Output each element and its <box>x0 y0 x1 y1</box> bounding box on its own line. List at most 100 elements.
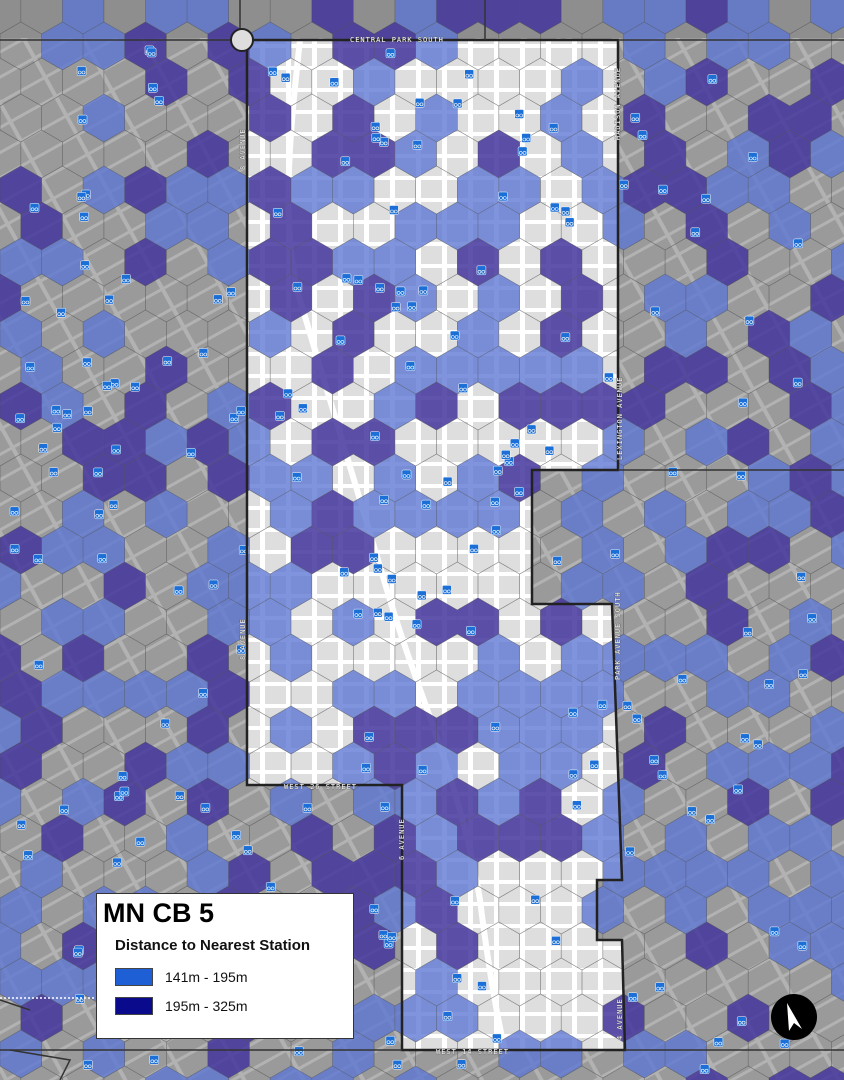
bike-station-icon[interactable] <box>707 74 718 84</box>
bike-station-icon[interactable] <box>418 285 429 296</box>
bike-station-icon[interactable] <box>302 803 313 813</box>
bike-station-icon[interactable] <box>411 619 422 630</box>
bike-station-icon[interactable] <box>610 549 620 559</box>
bike-station-icon[interactable] <box>442 585 452 595</box>
bike-station-icon[interactable] <box>458 383 468 393</box>
bike-station-icon[interactable] <box>38 443 49 453</box>
bike-station-icon[interactable] <box>552 556 563 566</box>
bike-station-icon[interactable] <box>229 413 239 423</box>
bike-station-icon[interactable] <box>16 819 27 830</box>
bike-station-icon[interactable] <box>690 227 701 238</box>
bike-station-icon[interactable] <box>373 563 383 574</box>
bike-station-icon[interactable] <box>149 1055 159 1065</box>
bike-station-icon[interactable] <box>62 409 72 419</box>
bike-station-icon[interactable] <box>9 506 20 517</box>
bike-station-icon[interactable] <box>353 608 364 619</box>
bike-station-icon[interactable] <box>622 701 633 711</box>
bike-station-icon[interactable] <box>744 315 755 326</box>
bike-station-icon[interactable] <box>650 306 660 317</box>
bike-station-icon[interactable] <box>699 1064 710 1074</box>
bike-station-icon[interactable] <box>407 301 417 312</box>
bike-station-icon[interactable] <box>361 763 371 773</box>
bike-station-icon[interactable] <box>544 445 555 456</box>
bike-station-icon[interactable] <box>632 713 642 724</box>
bike-station-icon[interactable] <box>490 496 500 507</box>
bike-station-icon[interactable] <box>148 83 158 93</box>
bike-station-icon[interactable] <box>111 444 121 455</box>
bike-station-icon[interactable] <box>76 192 87 202</box>
bike-station-icon[interactable] <box>412 140 423 150</box>
bike-station-icon[interactable] <box>501 450 511 460</box>
bike-station-icon[interactable] <box>627 992 638 1002</box>
bike-station-icon[interactable] <box>174 791 185 801</box>
bike-station-icon[interactable] <box>379 495 389 505</box>
bike-station-icon[interactable] <box>33 554 43 564</box>
bike-station-icon[interactable] <box>369 552 379 563</box>
bike-station-icon[interactable] <box>560 206 571 217</box>
bike-station-icon[interactable] <box>469 544 479 554</box>
bike-station-icon[interactable] <box>521 133 531 143</box>
bike-station-icon[interactable] <box>657 770 668 780</box>
bike-station-icon[interactable] <box>379 802 390 812</box>
bike-station-icon[interactable] <box>417 590 427 601</box>
bike-station-icon[interactable] <box>560 332 571 343</box>
bike-station-icon[interactable] <box>335 335 346 346</box>
bike-station-icon[interactable] <box>450 896 460 906</box>
bike-station-icon[interactable] <box>79 211 89 222</box>
bike-station-icon[interactable] <box>340 156 351 167</box>
bike-station-icon[interactable] <box>23 850 33 861</box>
bike-station-icon[interactable] <box>226 287 236 297</box>
bike-station-icon[interactable] <box>198 348 209 358</box>
bike-station-icon[interactable] <box>56 307 66 318</box>
bike-station-icon[interactable] <box>736 1016 747 1026</box>
bike-station-icon[interactable] <box>76 66 87 76</box>
bike-station-icon[interactable] <box>160 718 171 729</box>
bike-station-icon[interactable] <box>104 294 114 305</box>
bike-station-icon[interactable] <box>517 146 528 157</box>
bike-station-icon[interactable] <box>390 302 401 312</box>
bike-station-icon[interactable] <box>94 509 104 520</box>
bike-station-icon[interactable] <box>236 406 246 416</box>
bike-station-icon[interactable] <box>769 926 780 937</box>
bike-station-icon[interactable] <box>655 982 665 992</box>
bike-station-icon[interactable] <box>568 769 579 780</box>
bike-station-icon[interactable] <box>550 202 560 213</box>
bike-station-icon[interactable] <box>83 1060 93 1070</box>
bike-station-icon[interactable] <box>102 381 112 391</box>
bike-station-icon[interactable] <box>442 1011 453 1021</box>
bike-station-icon[interactable] <box>73 947 83 958</box>
bike-station-icon[interactable] <box>658 184 668 195</box>
bike-station-icon[interactable] <box>75 994 85 1004</box>
bike-station-icon[interactable] <box>476 265 487 276</box>
bike-station-icon[interactable] <box>265 882 276 892</box>
bike-station-icon[interactable] <box>353 275 364 285</box>
bike-station-icon[interactable] <box>421 499 432 510</box>
bike-station-icon[interactable] <box>414 98 425 108</box>
bike-station-icon[interactable] <box>793 238 803 249</box>
bike-station-icon[interactable] <box>417 765 428 775</box>
bike-station-icon[interactable] <box>83 406 93 416</box>
bike-station-icon[interactable] <box>807 613 817 624</box>
bike-station-icon[interactable] <box>389 205 399 215</box>
bike-station-icon[interactable] <box>385 48 396 59</box>
bike-station-icon[interactable] <box>619 179 629 190</box>
bike-station-icon[interactable] <box>154 96 164 106</box>
bike-station-icon[interactable] <box>371 133 382 143</box>
bike-station-icon[interactable] <box>392 1059 403 1070</box>
bike-station-icon[interactable] <box>490 722 501 732</box>
bike-station-icon[interactable] <box>51 405 62 415</box>
bike-station-icon[interactable] <box>294 1046 304 1057</box>
bike-station-icon[interactable] <box>747 152 758 162</box>
bike-station-icon[interactable] <box>378 930 389 940</box>
bike-station-icon[interactable] <box>59 804 69 815</box>
bike-station-icon[interactable] <box>510 438 520 449</box>
bike-station-icon[interactable] <box>108 500 119 510</box>
bike-station-icon[interactable] <box>242 845 253 856</box>
bike-station-icon[interactable] <box>452 98 463 109</box>
bike-station-icon[interactable] <box>530 894 541 905</box>
bike-station-icon[interactable] <box>742 627 753 637</box>
bike-station-icon[interactable] <box>387 932 397 942</box>
bike-station-icon[interactable] <box>329 77 340 87</box>
bike-station-icon[interactable] <box>267 66 278 77</box>
